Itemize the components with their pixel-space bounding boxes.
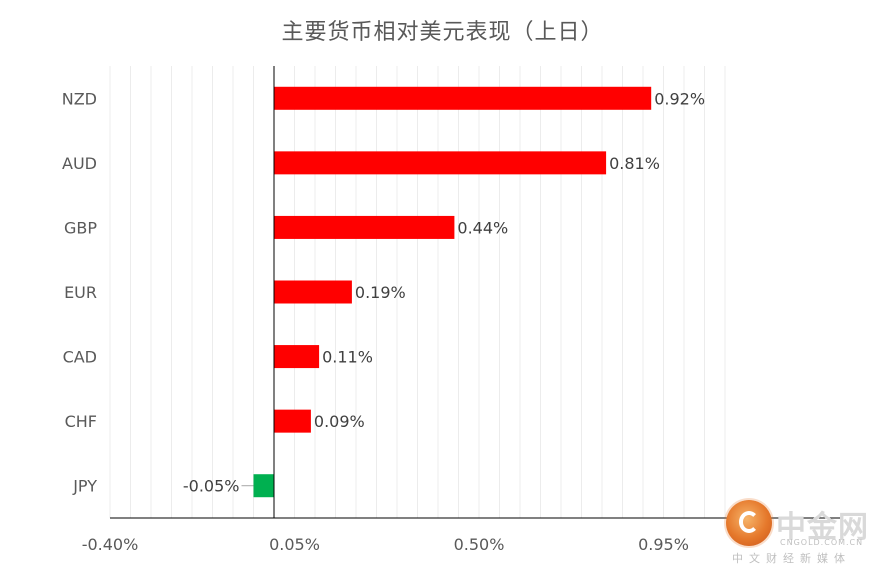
axes [110, 66, 840, 519]
chart-title: 主要货币相对美元表现（上日） [281, 20, 604, 45]
category-label: CHF [65, 412, 97, 431]
bar-chf [274, 409, 311, 433]
bar-jpy [253, 474, 274, 498]
bar-gbp [274, 215, 455, 239]
category-label: JPY [72, 477, 97, 496]
bars [253, 86, 652, 498]
x-tick-label: -0.40% [82, 535, 139, 554]
data-label: 0.09% [314, 412, 365, 431]
data-label: 0.92% [654, 89, 705, 108]
watermark: 中金网 CNGOLD.COM.CN 中文财经新媒体 [724, 500, 880, 568]
watermark-name: 中金网 [776, 510, 869, 545]
bar-eur [274, 280, 352, 304]
category-label: NZD [62, 89, 97, 108]
category-label: EUR [64, 283, 97, 302]
watermark-url: CNGOLD.COM.CN [780, 538, 864, 547]
category-label: AUD [62, 154, 97, 173]
data-label: 0.11% [322, 348, 373, 367]
data-label: 0.19% [355, 283, 406, 302]
labels: NZD 0.92% AUD 0.81% GBP 0.44% EUR 0.19% CAD 0.11%… [62, 89, 705, 554]
bar-nzd [274, 86, 652, 110]
bar-aud [274, 151, 607, 175]
x-tick-label: 0.05% [269, 535, 320, 554]
data-label: 0.81% [609, 154, 660, 173]
watermark-logo-icon [726, 500, 772, 546]
gridlines [109, 66, 726, 518]
x-tick-label: 0.95% [638, 535, 689, 554]
category-label: CAD [63, 348, 97, 367]
x-tick-label: 0.50% [454, 535, 505, 554]
bar-cad [274, 345, 320, 369]
data-label: 0.44% [457, 218, 508, 237]
category-label: GBP [64, 218, 97, 237]
watermark-slogan: 中文财经新媒体 [732, 552, 851, 565]
data-label: -0.05% [183, 477, 240, 496]
